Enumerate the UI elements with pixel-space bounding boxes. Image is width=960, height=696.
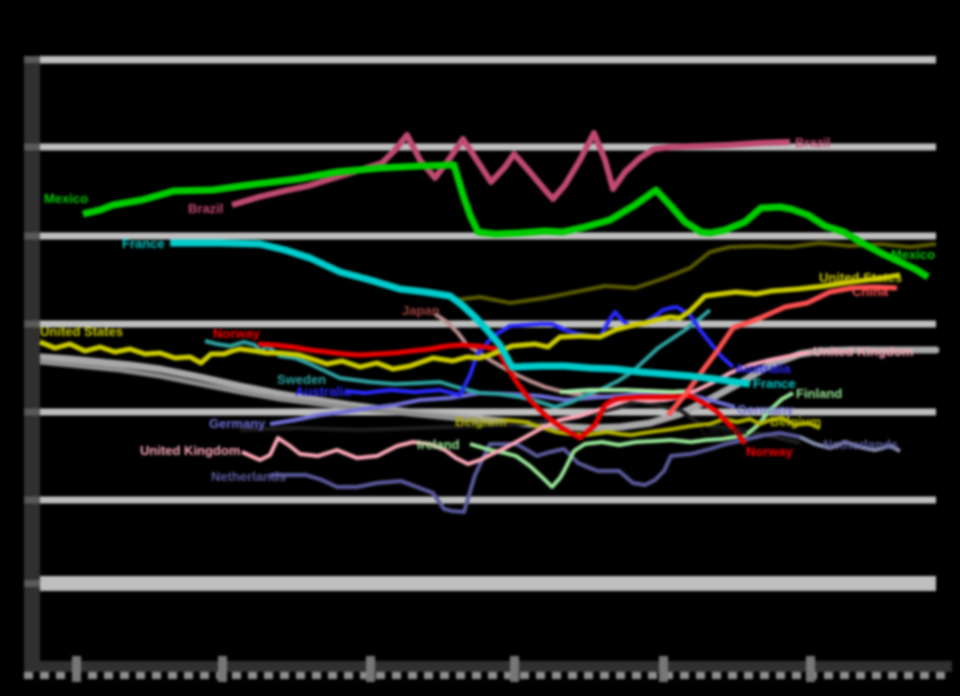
- svg-text:Netherlands: Netherlands: [211, 469, 286, 484]
- svg-text:Norway: Norway: [746, 444, 794, 459]
- svg-text:Belgium: Belgium: [770, 414, 821, 429]
- svg-text:Norway: Norway: [213, 326, 261, 341]
- svg-text:Brazil: Brazil: [795, 135, 830, 150]
- svg-text:Mexico: Mexico: [891, 247, 935, 262]
- svg-text:Finland: Finland: [796, 386, 842, 401]
- svg-text:Australia: Australia: [295, 384, 351, 399]
- svg-text:Japan: Japan: [402, 303, 440, 318]
- svg-text:Australia: Australia: [735, 361, 791, 376]
- svg-text:Sweden: Sweden: [277, 372, 326, 387]
- svg-text:Belgium: Belgium: [455, 414, 506, 429]
- svg-text:France: France: [753, 376, 796, 391]
- svg-text:United States: United States: [40, 324, 123, 339]
- svg-text:China: China: [852, 284, 889, 299]
- svg-text:Netherlands: Netherlands: [823, 437, 898, 452]
- svg-text:Germany: Germany: [737, 402, 794, 417]
- svg-text:Brazil: Brazil: [188, 201, 223, 216]
- svg-text:United Kingdom: United Kingdom: [813, 344, 913, 359]
- svg-text:Germany: Germany: [209, 416, 266, 431]
- svg-text:Canada: Canada: [700, 423, 748, 438]
- svg-text:United Kingdom: United Kingdom: [140, 443, 240, 458]
- svg-text:Mexico: Mexico: [44, 191, 88, 206]
- svg-text:Ireland: Ireland: [417, 437, 460, 452]
- svg-text:France: France: [122, 236, 165, 251]
- svg-text:United States: United States: [819, 270, 902, 285]
